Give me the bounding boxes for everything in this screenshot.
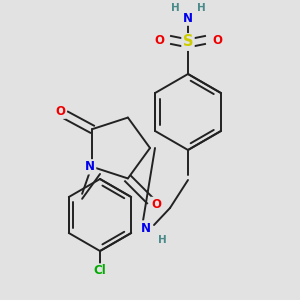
Text: O: O <box>55 105 65 118</box>
Text: N: N <box>183 11 193 25</box>
Text: H: H <box>171 3 179 13</box>
Text: H: H <box>196 3 206 13</box>
Text: O: O <box>212 34 222 46</box>
Text: Cl: Cl <box>94 265 106 278</box>
Text: S: S <box>183 34 193 50</box>
Text: H: H <box>158 235 166 245</box>
Text: O: O <box>154 34 164 46</box>
Text: N: N <box>85 160 95 173</box>
Text: N: N <box>141 221 151 235</box>
Text: O: O <box>151 198 161 211</box>
